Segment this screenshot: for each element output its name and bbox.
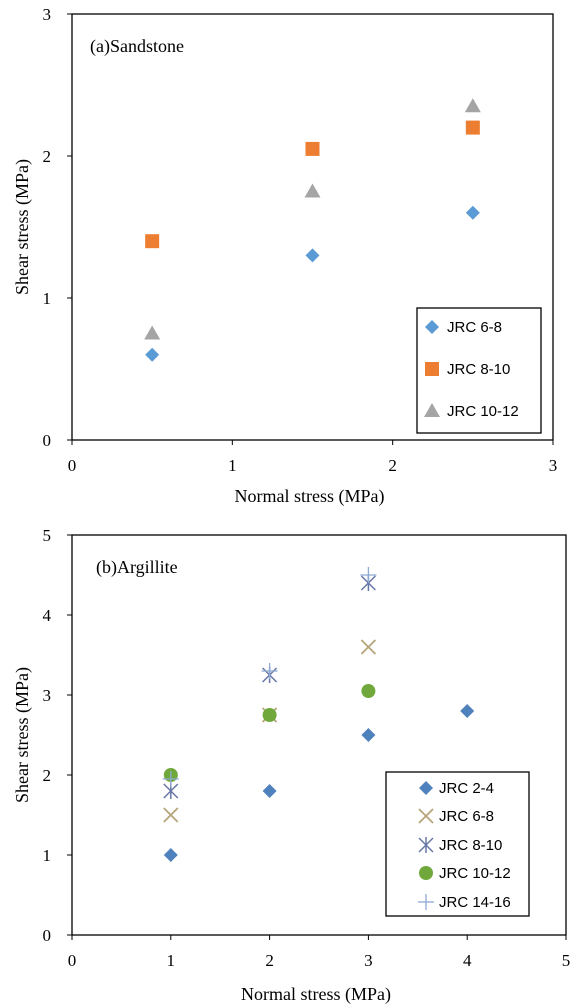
x-tick-label: 4 xyxy=(463,951,472,970)
x-tick-label: 5 xyxy=(562,951,571,970)
data-point-jrc-6-8 xyxy=(305,248,320,263)
data-point-jrc-14-16 xyxy=(162,771,179,787)
legend-marker-jrc-6-8 xyxy=(425,320,439,334)
x-tick-label: 3 xyxy=(549,456,558,475)
x-tick-label: 2 xyxy=(388,456,397,475)
x-axis-label: Normal stress (MPa) xyxy=(241,984,391,1005)
y-tick-label: 0 xyxy=(43,926,52,945)
legend-marker-jrc-10-12 xyxy=(424,403,440,417)
legend-marker-jrc-8-10 xyxy=(425,362,439,376)
legend-marker-jrc-10-12 xyxy=(419,866,433,880)
y-tick-label: 1 xyxy=(43,289,52,308)
legend-label: JRC 8-10 xyxy=(447,361,510,378)
legend-label: JRC 10-12 xyxy=(439,865,511,882)
data-point-jrc-6-8 xyxy=(145,347,160,362)
legend-box xyxy=(385,771,530,917)
chart-panel-1: 0 1 2 3 0 1 2 3 Normal stress (MPa) Shear stress … xyxy=(12,5,557,507)
data-point-jrc-10-12 xyxy=(144,325,161,340)
data-point-jrc-2-4 xyxy=(460,704,475,718)
y-axis-label: Shear stress (MPa) xyxy=(12,159,33,295)
legend-label: JRC 10-12 xyxy=(447,403,519,420)
data-point-jrc-6-8 xyxy=(163,807,179,823)
y-tick-label: 2 xyxy=(43,147,52,166)
data-point-jrc-6-8 xyxy=(465,205,480,220)
y-tick-label: 3 xyxy=(43,5,52,24)
data-point-jrc-14-16 xyxy=(360,567,377,583)
legend-marker-jrc-6-8 xyxy=(418,808,434,824)
legend-label: JRC 2-4 xyxy=(439,780,494,797)
x-tick-label: 2 xyxy=(265,951,274,970)
data-point-jrc-6-8 xyxy=(360,639,377,655)
y-tick-label: 5 xyxy=(43,526,52,545)
legend-marker-jrc-2-4 xyxy=(419,781,433,795)
data-point-jrc-14-16 xyxy=(261,663,278,679)
data-point-jrc-8-10 xyxy=(145,234,160,249)
legend-marker-jrc-14-16 xyxy=(418,894,434,910)
x-tick-label: 0 xyxy=(68,951,77,970)
legend-label: JRC 8-10 xyxy=(439,837,502,854)
x-tick-label: 0 xyxy=(68,456,77,475)
data-point-jrc-10-12 xyxy=(464,98,481,113)
data-point-jrc-10-12 xyxy=(304,183,321,198)
legend-label: JRC 6-8 xyxy=(439,808,494,825)
x-axis-label: Normal stress (MPa) xyxy=(235,486,385,507)
chart-title: (b)Argillite xyxy=(96,557,178,578)
legend-marker-jrc-8-10 xyxy=(418,837,434,853)
plot-frame xyxy=(71,13,554,441)
legend: JRC 2-4 JRC 6-8 JRC 8-10 JRC 10-12 JRC 14-16 xyxy=(385,771,530,917)
y-tick-label: 4 xyxy=(43,606,52,625)
x-tick-label: 1 xyxy=(167,951,176,970)
plot-frame xyxy=(71,534,567,936)
data-point-jrc-2-4 xyxy=(361,728,376,742)
legend-label: JRC 14-16 xyxy=(439,894,511,911)
data-point-jrc-2-4 xyxy=(163,848,178,862)
data-point-jrc-2-4 xyxy=(262,784,277,798)
x-tick-label: 3 xyxy=(364,951,373,970)
chart-panel-2: 0 1 2 3 4 5 0 1 2 3 4 5 Normal stress (MPa) Shear str… xyxy=(12,526,570,1005)
chart-title: (a)Sandstone xyxy=(90,36,184,57)
y-tick-label: 2 xyxy=(43,766,52,785)
data-point-jrc-10-12 xyxy=(262,708,277,722)
data-point-jrc-8-10 xyxy=(305,141,320,156)
y-tick-label: 1 xyxy=(43,846,52,865)
data-point-jrc-8-10 xyxy=(465,120,480,135)
legend: JRC 6-8 JRC 8-10 JRC 10-12 xyxy=(416,307,542,434)
y-tick-label: 0 xyxy=(43,431,52,450)
legend-label: JRC 6-8 xyxy=(447,319,502,336)
x-tick-label: 1 xyxy=(228,456,237,475)
data-point-jrc-10-12 xyxy=(361,684,376,698)
y-axis-label: Shear stress (MPa) xyxy=(12,667,33,803)
y-tick-label: 3 xyxy=(43,686,52,705)
